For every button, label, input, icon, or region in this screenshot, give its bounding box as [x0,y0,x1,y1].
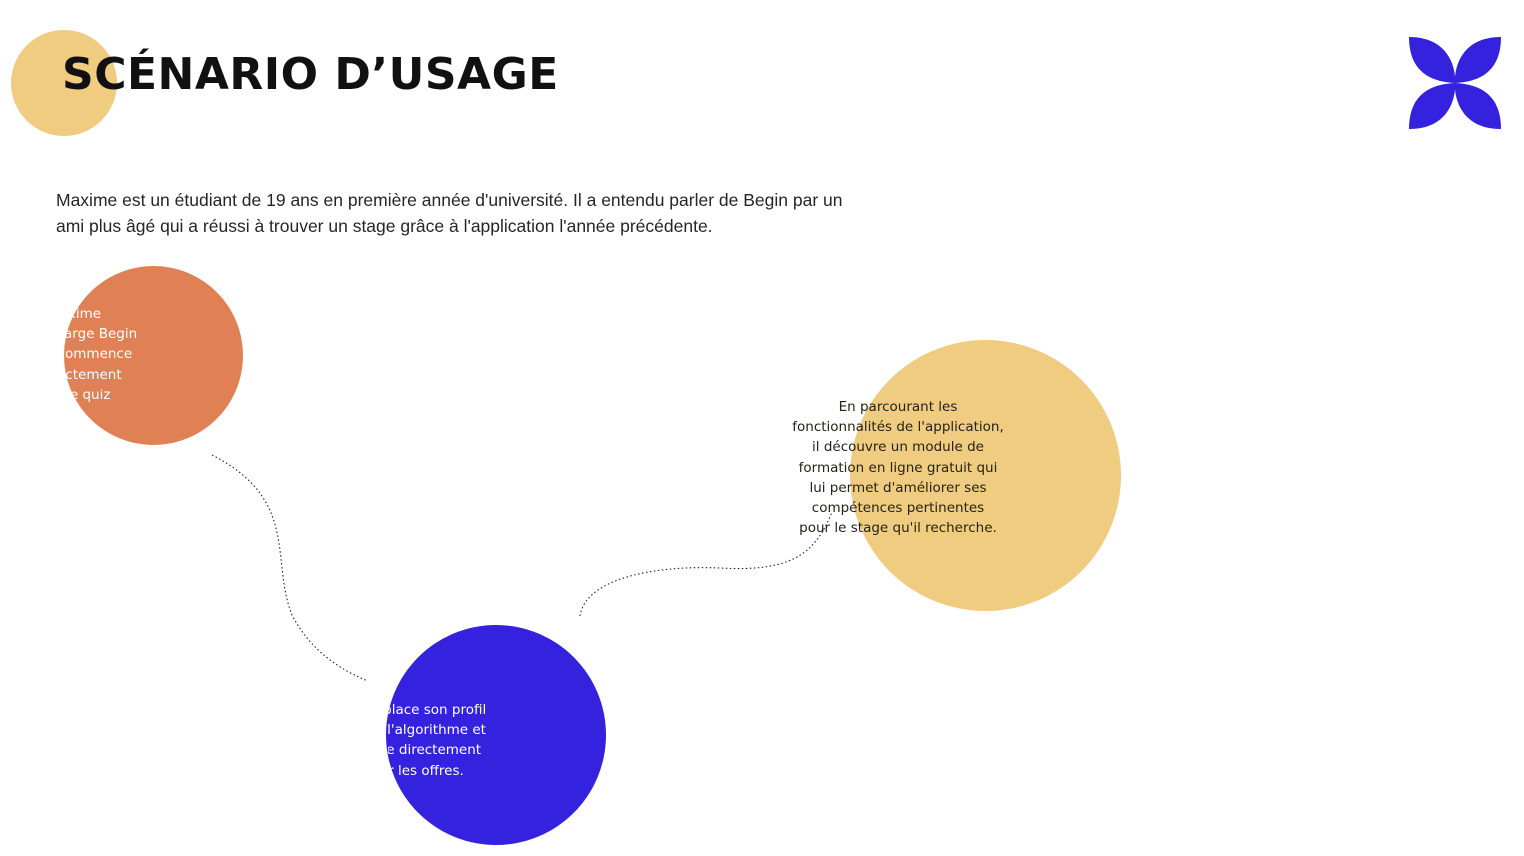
step-3-line: formation en ligne gratuit qui [798,459,998,476]
step-3-line: compétences pertinentes [811,500,985,517]
step-1-line: t commence [58,346,133,363]
title-accent-dot [11,30,117,136]
step-1-line: charge Begin [58,326,138,343]
page-title: SCÉNARIO D’USAGE [62,49,559,100]
step-1-line: Maxime [58,306,102,322]
step-3-line: il découvre un module de [812,439,984,456]
step-2-text: en place son profil e à l'algorithme et … [388,700,528,781]
step-3-circle [850,340,1121,611]
step-2-line: ourir les offres. [388,762,464,779]
four-petal-flower-icon [1409,37,1501,129]
step-2-circle [386,625,606,845]
step-3-line: fonctionnalités de l'application, [792,419,1004,436]
step-1-circle [64,266,243,445]
step-3-line: En parcourant les [838,399,958,415]
step-1-line: irectement [58,366,122,383]
step-2-line: ence directement [388,742,482,759]
step-2-line: en place son profil [388,702,487,718]
step-1-line: ar le quiz [58,386,111,403]
step-3-line: lui permet d'améliorer ses [809,479,987,496]
step-3-line: pour le stage qu'il recherche. [799,520,997,537]
step-2-line: e à l'algorithme et [388,722,486,739]
intro-paragraph: Maxime est un étudiant de 19 ans en prem… [56,190,843,236]
step-3-text: En parcourant les fonctionnalités de l'a… [778,397,1018,538]
step-1-text: Maxime charge Begin t commence irectemen… [58,304,170,405]
connector-step1-step2 [211,454,369,682]
